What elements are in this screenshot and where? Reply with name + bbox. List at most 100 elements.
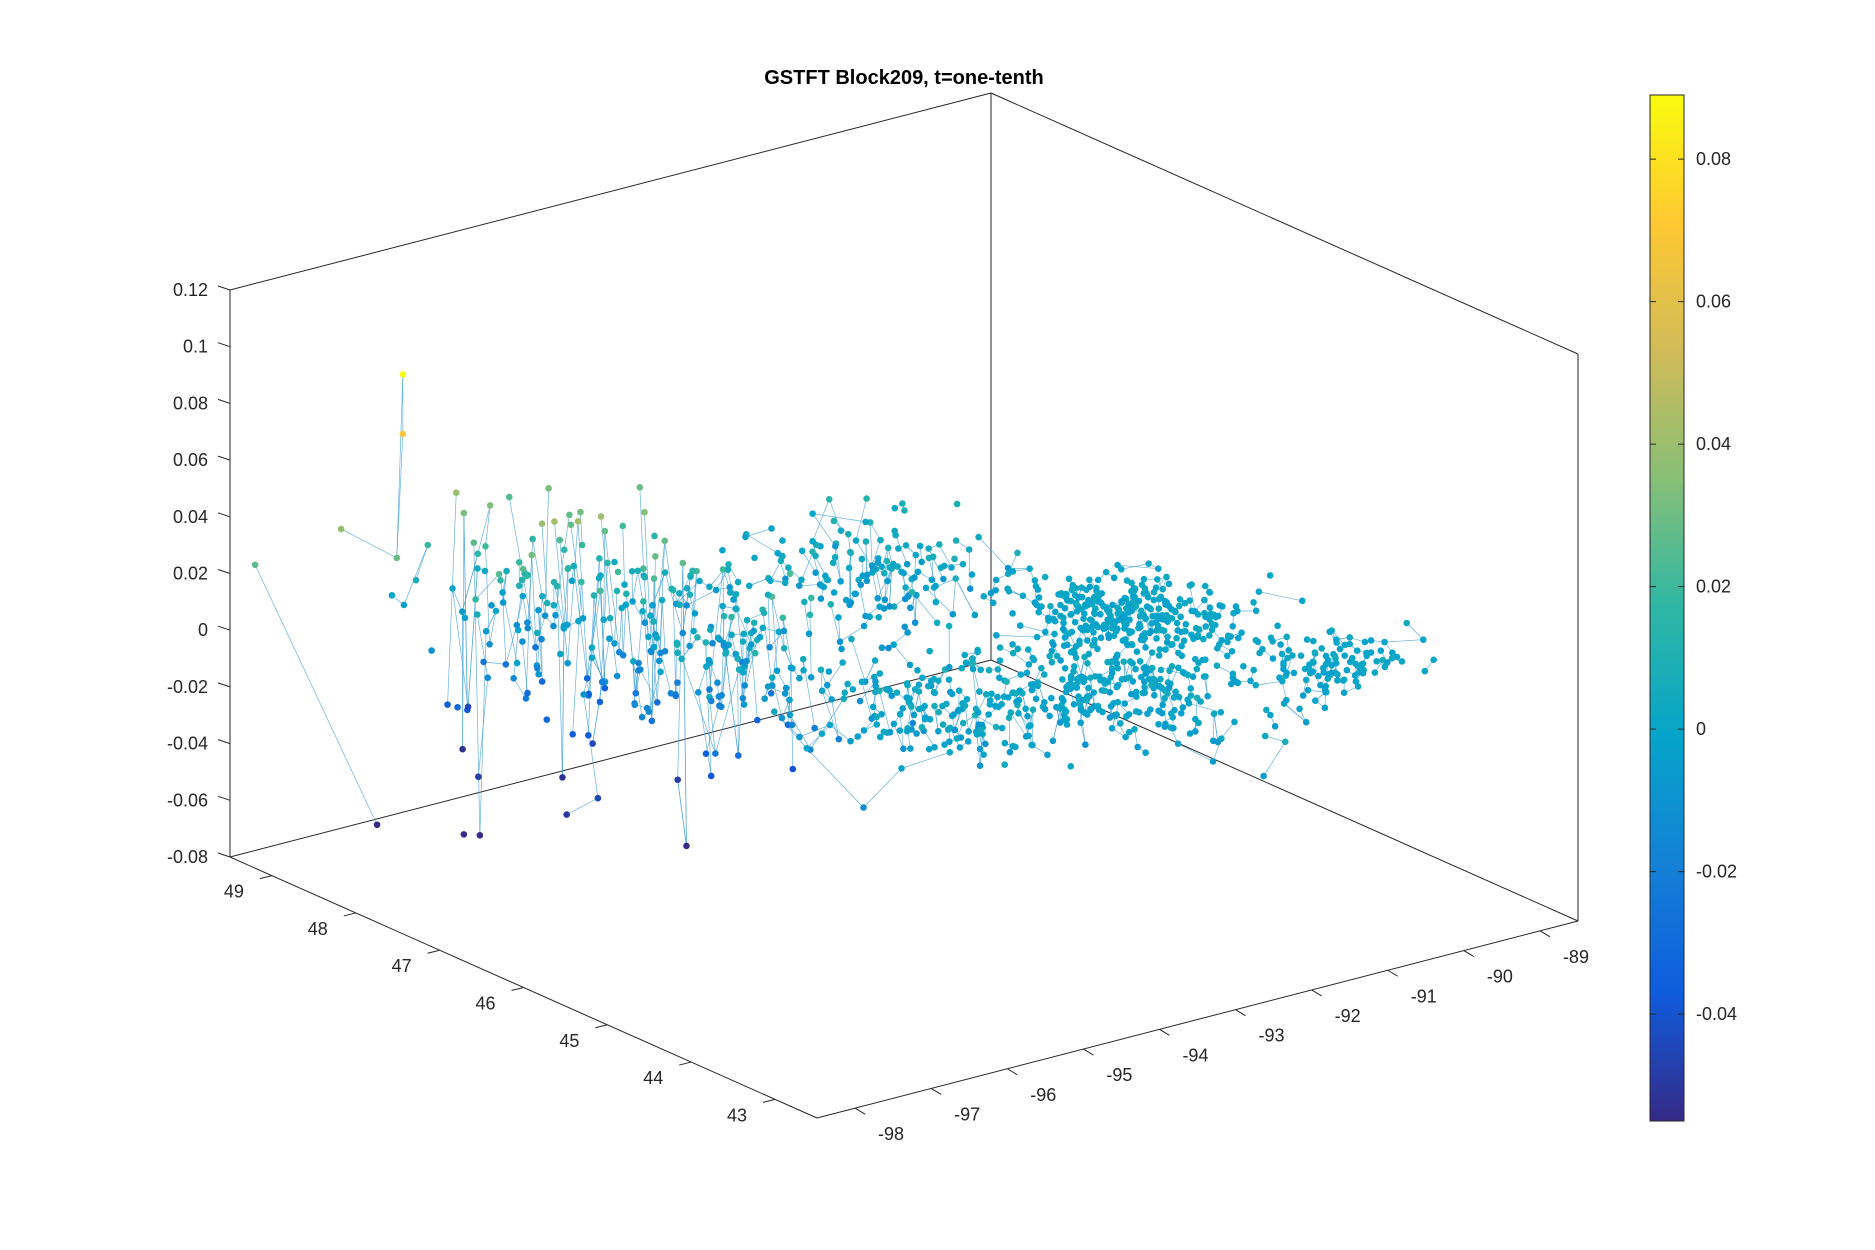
colorbar-tick-label: 0.08 xyxy=(1696,149,1731,169)
data-point xyxy=(714,679,721,687)
network-edge xyxy=(583,694,599,799)
network-edge xyxy=(461,553,479,612)
data-point xyxy=(1140,575,1148,583)
data-point xyxy=(1252,681,1260,689)
data-point xyxy=(1113,711,1120,718)
data-point xyxy=(869,703,877,711)
data-point xyxy=(1095,706,1103,714)
data-point xyxy=(774,549,782,557)
network-edge xyxy=(725,653,739,756)
network-edge xyxy=(1258,591,1303,602)
network-edge xyxy=(784,693,793,725)
data-point xyxy=(1212,613,1220,621)
data-point xyxy=(734,578,742,586)
data-point xyxy=(1014,549,1021,557)
data-point xyxy=(1083,696,1091,704)
data-point xyxy=(1154,612,1162,620)
data-point xyxy=(1003,678,1010,685)
network-edge xyxy=(806,748,864,808)
data-point xyxy=(551,518,558,525)
data-point xyxy=(912,551,920,559)
data-point xyxy=(1317,681,1324,689)
z-tick-mark xyxy=(217,795,231,801)
data-point xyxy=(1178,652,1186,660)
data-point xyxy=(1070,585,1077,592)
data-point xyxy=(974,648,982,656)
data-point xyxy=(538,635,545,643)
data-point xyxy=(652,553,659,560)
data-point xyxy=(886,728,894,736)
data-point xyxy=(1118,676,1126,683)
data-point xyxy=(461,614,469,622)
data-point xyxy=(1194,632,1202,639)
data-point xyxy=(807,594,815,602)
data-point xyxy=(1302,718,1310,726)
data-point xyxy=(1087,706,1095,714)
data-point xyxy=(708,697,715,705)
data-point xyxy=(606,614,614,622)
data-point xyxy=(740,630,747,638)
network-edge xyxy=(869,522,881,541)
data-point xyxy=(1090,609,1098,617)
network-edge xyxy=(403,544,429,606)
data-point xyxy=(1048,694,1055,702)
data-point xyxy=(1235,634,1242,642)
network-edge xyxy=(556,586,563,778)
data-point xyxy=(1155,652,1163,659)
data-point xyxy=(528,551,536,559)
network-edge xyxy=(664,540,672,589)
x-tick-label: -95 xyxy=(1106,1065,1132,1085)
data-point xyxy=(564,659,571,667)
data-point xyxy=(1062,590,1070,598)
data-point xyxy=(1016,622,1024,629)
data-point xyxy=(524,619,531,626)
x-tick-mark xyxy=(930,1088,942,1095)
network-edge xyxy=(968,549,971,589)
network-edge xyxy=(737,658,739,756)
data-point xyxy=(1061,634,1069,641)
data-point xyxy=(676,601,683,609)
data-point xyxy=(1269,655,1277,662)
data-point xyxy=(1094,645,1101,653)
z-tick-mark xyxy=(217,852,231,858)
data-point xyxy=(933,619,941,627)
data-point xyxy=(578,578,585,586)
data-point xyxy=(835,735,843,743)
data-point xyxy=(1280,665,1287,673)
data-point xyxy=(995,703,1002,711)
z-tick-label: 0.12 xyxy=(173,280,208,300)
data-point xyxy=(1085,650,1093,658)
data-point xyxy=(1097,610,1104,618)
data-point xyxy=(1297,652,1305,659)
data-point xyxy=(598,678,606,686)
network-edge xyxy=(829,724,851,742)
data-point xyxy=(857,581,865,589)
data-point xyxy=(1145,675,1153,683)
data-point xyxy=(1138,581,1146,589)
data-point xyxy=(992,723,1000,731)
data-point xyxy=(777,557,785,565)
data-point xyxy=(847,737,854,745)
data-point xyxy=(459,745,466,753)
data-point xyxy=(1303,636,1311,643)
data-point xyxy=(956,744,964,751)
data-point xyxy=(732,590,740,598)
data-point xyxy=(650,575,658,582)
network-edge xyxy=(686,589,717,606)
data-point xyxy=(872,682,879,690)
data-point xyxy=(1047,602,1054,610)
data-point xyxy=(844,680,851,688)
data-point xyxy=(1200,673,1208,680)
data-point xyxy=(836,638,844,645)
network-edge xyxy=(749,577,769,587)
data-point xyxy=(937,564,945,571)
data-point xyxy=(928,576,936,584)
data-point xyxy=(734,655,741,662)
data-point xyxy=(1185,700,1193,707)
z-tick-mark xyxy=(217,682,231,688)
x-axis: -98 -97 -96 -95 -94 -93 -92 -91 -90 -89 xyxy=(854,930,1589,1144)
data-point xyxy=(533,629,541,637)
network-edge xyxy=(770,560,782,581)
data-point xyxy=(1032,695,1040,703)
network-edge xyxy=(614,590,618,644)
